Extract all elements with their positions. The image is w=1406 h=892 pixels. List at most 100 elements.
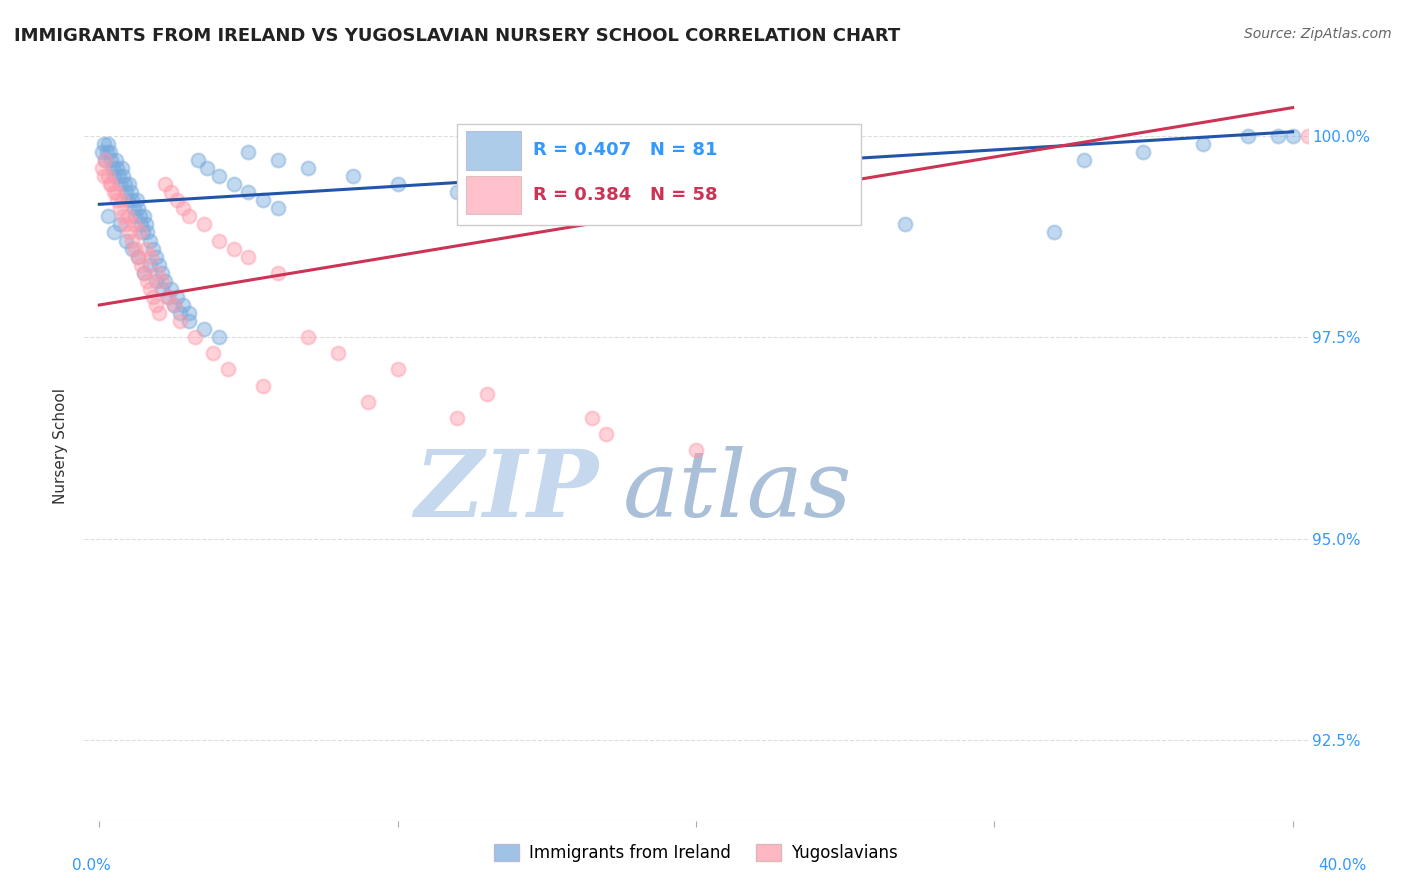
Point (121, 234, 143, 248)
Point (222, 177, 245, 191)
Point (96, 145, 118, 159)
Point (118, 177, 141, 191)
Point (193, 322, 215, 336)
Point (475, 386, 498, 401)
Point (153, 274, 176, 288)
Point (97, 169, 120, 183)
Text: IMMIGRANTS FROM IRELAND VS YUGOSLAVIAN NURSERY SCHOOL CORRELATION CHART: IMMIGRANTS FROM IRELAND VS YUGOSLAVIAN N… (14, 27, 900, 45)
Point (160, 282, 183, 296)
Point (150, 274, 173, 288)
Point (685, 443, 707, 458)
Point (184, 330, 207, 344)
Point (166, 290, 188, 304)
Point (128, 210, 150, 224)
Point (387, 362, 409, 376)
Point (114, 177, 136, 191)
Point (135, 242, 157, 256)
Point (145, 274, 167, 288)
Point (128, 226, 150, 240)
Point (156, 290, 179, 304)
Point (166, 194, 188, 208)
Point (97, 136, 120, 151)
Point (127, 202, 149, 216)
Point (150, 266, 173, 280)
Point (1296, 128, 1319, 143)
Legend: Immigrants from Ireland, Yugoslavians: Immigrants from Ireland, Yugoslavians (488, 837, 904, 869)
Text: R = 0.407   N = 81: R = 0.407 N = 81 (533, 141, 718, 159)
Point (101, 161, 124, 175)
Point (238, 250, 260, 264)
Point (163, 298, 186, 312)
Point (104, 185, 127, 199)
Point (150, 282, 173, 296)
Point (297, 330, 319, 344)
Point (193, 218, 215, 232)
Point (342, 169, 364, 183)
Point (115, 234, 138, 248)
Point (112, 169, 135, 183)
Point (124, 210, 146, 224)
Point (156, 290, 179, 304)
FancyBboxPatch shape (465, 176, 522, 214)
FancyBboxPatch shape (457, 124, 860, 225)
Point (195, 161, 218, 175)
Point (626, 202, 648, 216)
Point (1281, 128, 1303, 143)
Point (136, 274, 159, 288)
Point (108, 177, 131, 191)
Point (122, 218, 145, 232)
Point (145, 250, 167, 264)
Text: R = 0.384   N = 58: R = 0.384 N = 58 (533, 186, 718, 204)
Point (1192, 136, 1215, 151)
Point (121, 194, 143, 208)
Point (146, 266, 169, 280)
Point (177, 306, 200, 320)
Point (132, 266, 155, 280)
Point (100, 177, 122, 191)
Point (160, 185, 183, 199)
Point (1043, 226, 1066, 240)
Point (172, 298, 194, 312)
Point (139, 258, 162, 272)
Point (139, 282, 162, 296)
Point (125, 194, 148, 208)
Point (129, 258, 152, 272)
Point (177, 210, 200, 224)
Text: atlas: atlas (623, 446, 852, 536)
Point (97, 210, 120, 224)
Point (94, 153, 117, 167)
Point (201, 346, 224, 360)
Point (94, 153, 117, 167)
Point (129, 218, 152, 232)
Point (217, 362, 239, 376)
Point (93, 169, 115, 183)
Point (153, 177, 176, 191)
Point (117, 210, 139, 224)
Point (536, 194, 558, 208)
Point (446, 185, 468, 199)
Point (131, 226, 153, 240)
Point (163, 298, 186, 312)
Point (267, 202, 290, 216)
Point (252, 378, 274, 392)
Y-axis label: Nursery School: Nursery School (53, 388, 69, 504)
Point (1132, 145, 1154, 159)
FancyBboxPatch shape (465, 130, 522, 169)
Point (145, 298, 167, 312)
Text: ZIP: ZIP (413, 446, 598, 536)
Point (124, 242, 146, 256)
Point (108, 218, 131, 232)
Point (108, 202, 131, 216)
Point (107, 169, 129, 183)
Point (238, 185, 260, 199)
Point (117, 194, 139, 208)
Point (297, 161, 319, 175)
Point (127, 250, 149, 264)
Text: Source: ZipAtlas.com: Source: ZipAtlas.com (1244, 27, 1392, 41)
Point (252, 194, 274, 208)
Point (105, 194, 128, 208)
Point (387, 177, 409, 191)
Point (148, 306, 170, 320)
Text: 0.0%: 0.0% (72, 858, 111, 872)
Point (112, 210, 135, 224)
